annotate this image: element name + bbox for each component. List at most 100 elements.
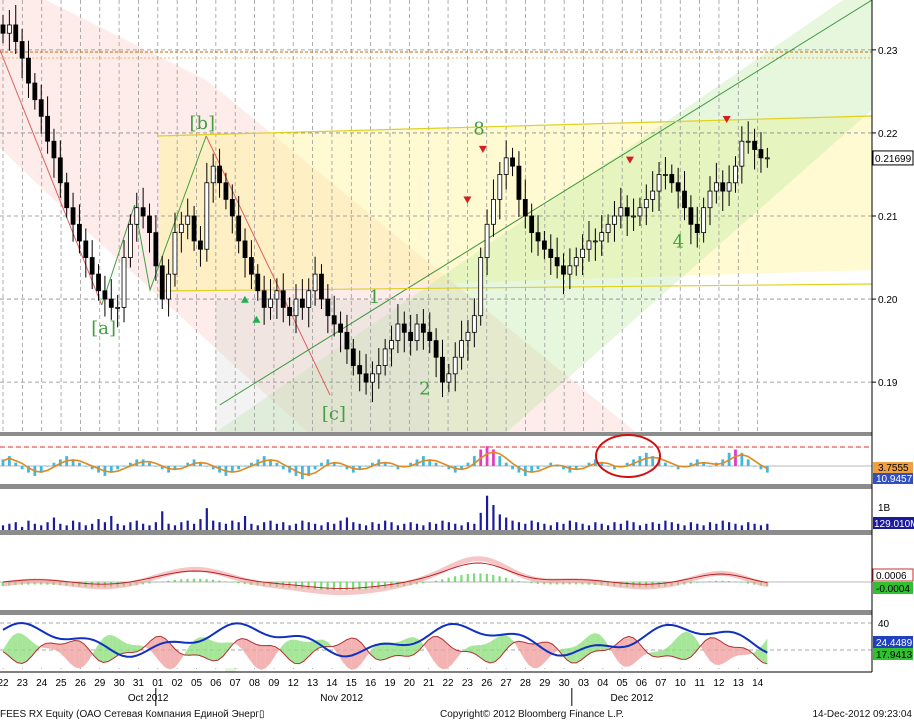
date-tick-label: 07 xyxy=(230,678,242,689)
trendline-up-mid xyxy=(219,0,873,406)
osc-histogram-bar xyxy=(345,466,349,470)
candle-body xyxy=(338,323,343,333)
dmi-cloud-segment xyxy=(41,643,46,649)
dmi-cloud-segment xyxy=(533,643,539,669)
osc-histogram-bar xyxy=(179,466,183,467)
osc-histogram-bar xyxy=(186,462,190,466)
dmi-cloud-segment xyxy=(342,639,347,668)
dmi-cloud-segment xyxy=(45,643,51,649)
volume-bar xyxy=(192,523,196,530)
candle-body xyxy=(427,331,433,342)
dmi-cloud-segment xyxy=(528,643,534,669)
dmi-cloud-segment xyxy=(170,643,175,670)
candle-body xyxy=(89,257,95,275)
dmi-cloud-segment xyxy=(518,641,524,659)
osc-histogram-bar xyxy=(300,466,304,480)
volume-bar xyxy=(52,517,56,530)
dmi-cloud-segment xyxy=(657,650,663,658)
panel-separator xyxy=(0,432,914,436)
volume-bar xyxy=(320,525,323,530)
wave-label: 1 xyxy=(369,287,380,308)
security-name-label: FEES RX Equity (ОАО Сетевая Компания Еди… xyxy=(0,709,265,720)
date-tick-label: 11 xyxy=(694,678,705,689)
dmi-cloud-segment xyxy=(246,639,252,663)
sell-signal-marker xyxy=(463,196,472,204)
volume-bar xyxy=(301,520,304,530)
osc-histogram-bar xyxy=(555,466,559,467)
candle-body xyxy=(726,182,732,192)
buy-signal-marker xyxy=(240,295,249,303)
candle-body xyxy=(624,207,630,217)
volume-bar xyxy=(263,522,266,530)
volume-bar xyxy=(129,522,132,530)
dmi-cloud-segment xyxy=(7,635,13,660)
candle-body xyxy=(350,348,356,366)
macd-histogram-bar xyxy=(466,573,469,582)
sell-signal-marker xyxy=(625,156,634,164)
macd-histogram-bar xyxy=(173,579,176,582)
osc-histogram-bar xyxy=(116,466,120,470)
candle-body xyxy=(166,273,172,300)
osc-histogram-bar xyxy=(250,462,253,466)
dmi-panel xyxy=(0,615,872,670)
macd-histogram-bar xyxy=(441,579,444,582)
macd-histogram-bar xyxy=(447,577,450,582)
candle-body xyxy=(102,290,108,300)
volume-bar xyxy=(33,523,36,530)
osc-histogram-bar xyxy=(434,462,438,466)
dmi-cloud-segment xyxy=(428,636,433,660)
dmi-cloud-segment xyxy=(466,645,472,653)
volume-bar xyxy=(626,520,629,530)
osc-histogram-bar xyxy=(492,449,495,466)
volume-bar xyxy=(396,525,400,530)
candle-body xyxy=(140,207,146,217)
macd-histogram-bar xyxy=(218,580,221,582)
macd-value-label-2: -0.0004 xyxy=(876,584,910,595)
osc-histogram-bar xyxy=(549,462,553,466)
macd-histogram-bar xyxy=(307,582,310,590)
dmi-cloud-segment xyxy=(361,642,367,664)
osc-histogram-bar xyxy=(606,466,610,467)
date-tick-label: 08 xyxy=(249,678,261,689)
dmi-value-box-2 xyxy=(873,648,913,660)
dmi-cloud-segment xyxy=(303,641,309,662)
dmi-cloud-segment xyxy=(595,632,601,652)
volume-bar xyxy=(721,520,724,530)
range-resistance-line xyxy=(157,115,873,137)
volume-bar xyxy=(606,525,610,530)
macd-panel xyxy=(0,535,872,610)
candle-body xyxy=(204,182,210,250)
osc-histogram-bar xyxy=(52,462,56,466)
candle-body xyxy=(13,24,19,42)
macd-histogram-bar xyxy=(313,582,316,590)
volume-bar xyxy=(677,523,680,530)
date-tick-label: 12 xyxy=(288,678,300,689)
osc-histogram-bar xyxy=(753,466,756,467)
candle-body xyxy=(401,323,407,333)
month-label: Oct 2012 xyxy=(128,693,169,704)
candle-body xyxy=(127,223,133,258)
dmi-cloud-segment xyxy=(690,633,696,657)
volume-bar xyxy=(237,522,240,530)
candle-body xyxy=(739,140,745,167)
volume-bar xyxy=(390,522,393,530)
trendline-down-a xyxy=(0,49,103,306)
candle-body xyxy=(618,207,624,217)
date-tick-label: 19 xyxy=(384,678,396,689)
dmi-cloud-segment xyxy=(103,634,109,663)
macd-histogram-bar xyxy=(485,573,488,582)
osc-histogram-bar xyxy=(230,466,234,473)
volume-bar xyxy=(466,522,470,530)
volume-bar xyxy=(21,526,24,530)
dmi-cloud-segment xyxy=(423,640,429,652)
date-tick-label: 05 xyxy=(191,678,203,689)
osc-histogram-bar xyxy=(84,466,88,467)
candle-body xyxy=(554,257,560,267)
date-tick-label: 22 xyxy=(442,678,454,689)
osc-histogram-bar xyxy=(472,456,476,466)
volume-bar xyxy=(511,520,514,530)
osc-histogram-bar xyxy=(39,466,43,473)
wave-b-path xyxy=(101,135,207,306)
candle-body xyxy=(663,174,668,176)
wave-label: [b] xyxy=(190,113,216,134)
